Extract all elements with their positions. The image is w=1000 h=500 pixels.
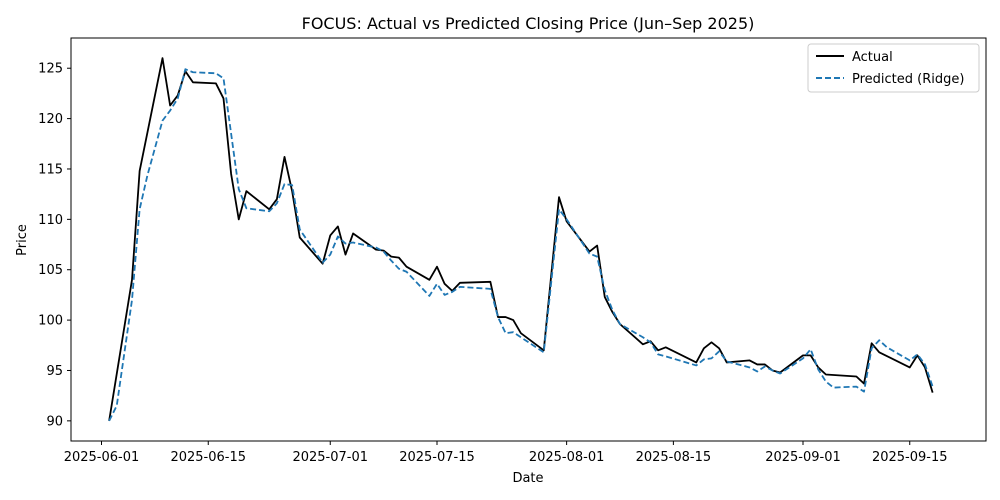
x-tick-label: 2025-07-15: [399, 450, 475, 465]
x-tick-label: 2025-09-15: [872, 450, 948, 465]
plot-area-frame: [70, 37, 987, 442]
y-tick-label: 115: [38, 162, 63, 177]
x-axis-label: Date: [512, 471, 543, 486]
x-tick-label: 2025-09-01: [765, 450, 841, 465]
chart-title: FOCUS: Actual vs Predicted Closing Price…: [302, 14, 755, 33]
y-tick-label: 90: [46, 414, 63, 429]
series-line-actual: [108, 57, 934, 421]
series-line-predicted: [108, 68, 934, 422]
y-tick-label: 125: [38, 62, 63, 77]
plot-series: [108, 57, 934, 422]
y-tick-label: 105: [38, 263, 63, 278]
y-tick-label: 95: [46, 364, 63, 379]
legend: Actual Predicted (Ridge): [807, 43, 980, 93]
axis-ticks: 2025-06-01 2025-06-15 2025-07-01 2025-07-15…: [38, 62, 947, 465]
x-tick-label: 2025-08-15: [636, 450, 712, 465]
x-tick-label: 2025-08-01: [529, 450, 605, 465]
x-tick-label: 2025-06-15: [170, 450, 246, 465]
legend-label-predicted: Predicted (Ridge): [852, 72, 964, 87]
legend-box: [807, 43, 980, 93]
x-tick-label: 2025-07-01: [292, 450, 368, 465]
legend-label-actual: Actual: [852, 50, 893, 65]
x-tick-label: 2025-06-01: [64, 450, 140, 465]
y-tick-label: 120: [38, 112, 63, 127]
y-tick-label: 110: [38, 213, 63, 228]
y-tick-label: 100: [38, 314, 63, 329]
y-axis-label: Price: [15, 224, 30, 256]
